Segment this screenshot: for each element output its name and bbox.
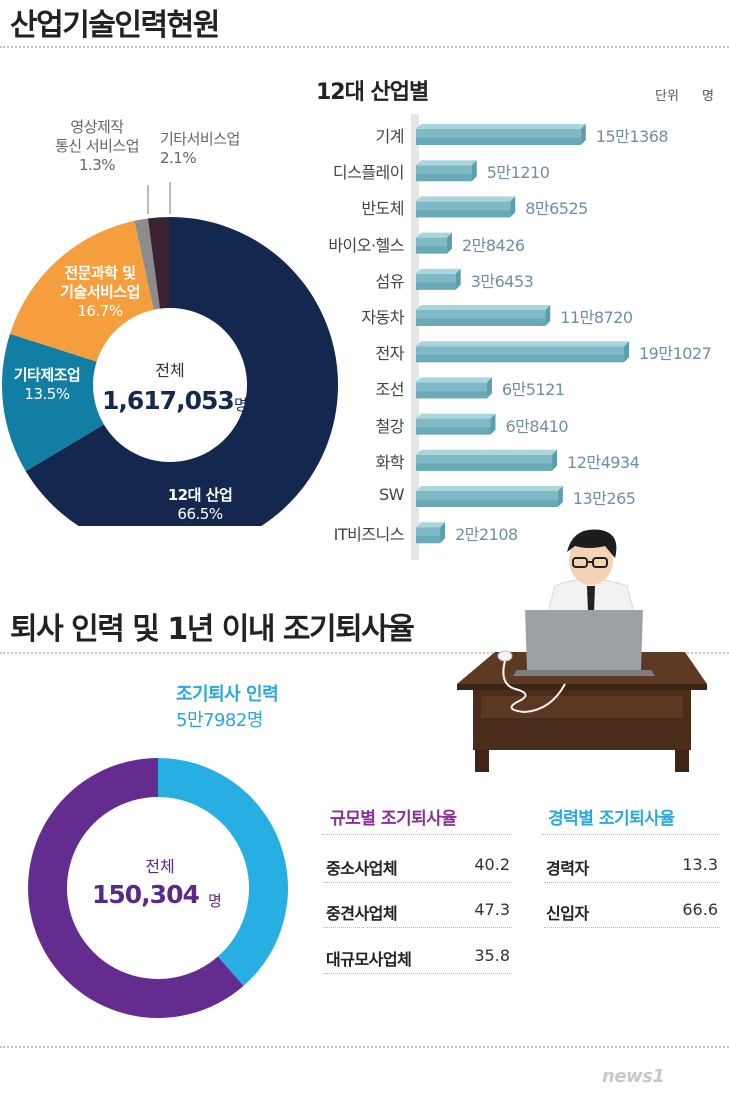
- bar-3: [416, 196, 516, 218]
- office-worker-illustration: [457, 529, 707, 772]
- pie-label-12-industries: 12대 산업 66.5%: [167, 486, 233, 523]
- bar-9: [416, 413, 496, 435]
- bar-value-label: 12만4934: [567, 452, 640, 472]
- divider: [0, 1046, 729, 1048]
- industry-donut-slice-1: [25, 217, 338, 526]
- industry-share-donut-chart: [1, 217, 338, 526]
- industry-donut-slice-2: [1, 333, 104, 472]
- early-quit-donut-slice-1: [158, 758, 289, 986]
- donut-center-total: 1,617,053: [102, 386, 235, 415]
- bar-value-label: 6만8410: [505, 416, 569, 436]
- size-table-top-rule: [322, 834, 512, 835]
- page-title: 산업기술인력현원: [10, 8, 220, 43]
- bar-value-label: 13만265: [572, 489, 636, 508]
- donut2-center-total: 150,304: [92, 880, 200, 909]
- pie-label-media-telecom: 영상제작 통신 서비스업 1.3%: [54, 118, 140, 174]
- donut-center-caption: 전체: [155, 361, 185, 380]
- bar-value-label: 5만1210: [486, 163, 550, 183]
- career-table-heading: 경력별 조기퇴사율: [548, 809, 675, 829]
- bar-7: [416, 341, 629, 363]
- bar-category-label: 바이오·헬스: [328, 235, 404, 255]
- bar-category-label: 반도체: [361, 199, 404, 219]
- bar-category-label: 조선: [375, 380, 405, 400]
- unit-label: 단위: [655, 89, 679, 104]
- bar-category-label: 기계: [375, 127, 405, 146]
- industry-donut-slice-5: [147, 217, 170, 309]
- table-row: 경력자 13.3: [544, 847, 720, 883]
- industry-donut-slice-4: [134, 218, 160, 310]
- industry-bar-chart: 기계 15만1368 디스플레이 5만1210 반도체 8만6525 바이오·헬스 2만842…: [328, 114, 712, 560]
- bar-value-label: 2만8426: [461, 235, 525, 255]
- bar-value-label: 2만2108: [455, 525, 518, 545]
- unit-value: 명: [702, 89, 714, 104]
- bar-category-label: 철강: [375, 416, 405, 436]
- donut2-center-caption: 전체: [145, 857, 175, 876]
- table-row: 중소사업체 40.2: [324, 847, 512, 883]
- pie-label-other-manufacturing: 기타제조업 13.5%: [13, 366, 81, 403]
- divider: [0, 652, 729, 654]
- section2-title: 퇴사 인력 및 1년 이내 조기퇴사율: [10, 612, 415, 647]
- pie-label-leader-lines: [147, 182, 171, 214]
- donut-center-unit: 명: [234, 396, 248, 414]
- bar-5: [416, 268, 461, 290]
- bar-12: [416, 522, 446, 544]
- bar-category-label: IT비즈니스: [333, 525, 405, 545]
- bar-axis: [411, 114, 419, 560]
- early-quit-donut-slice-2: [28, 758, 244, 1018]
- bar-10: [416, 449, 558, 471]
- bar-value-label: 8만6525: [525, 199, 588, 219]
- bar-value-label: 15만1368: [595, 127, 669, 146]
- bar-2: [416, 160, 477, 182]
- industry-donut-slice-3: [9, 220, 154, 362]
- bar-category-label: 전자: [375, 344, 405, 364]
- bar-8: [416, 377, 492, 399]
- pie-label-other-services: 기타서비스업 2.1%: [160, 130, 240, 167]
- bar-category-label: SW: [379, 485, 404, 504]
- bar-category-label: 디스플레이: [332, 163, 405, 183]
- bar-4: [416, 232, 452, 254]
- bar-value-label: 11만8720: [560, 308, 633, 327]
- divider: [0, 46, 729, 48]
- bar-1: [416, 124, 586, 145]
- bar-category-label: 자동차: [361, 308, 404, 327]
- table-row: 중견사업체 47.3: [324, 892, 512, 928]
- bar-value-label: 6만5121: [501, 380, 565, 400]
- donut2-center-unit: 명: [208, 892, 222, 910]
- news1-logo: news1: [602, 1066, 665, 1087]
- bar-6: [416, 305, 551, 326]
- bar-11: [416, 486, 563, 507]
- bar-value-label: 19만1027: [639, 344, 712, 364]
- pie-label-professional-services: 전문과학 및 기술서비스업 16.7%: [60, 264, 140, 320]
- career-table-top-rule: [542, 834, 720, 835]
- bar-chart-title: 12대 산업별: [316, 80, 429, 105]
- early-quit-label: 조기퇴사 인력: [176, 684, 279, 705]
- bar-category-label: 섬유: [375, 271, 405, 291]
- table-row: 대규모사업체 35.8: [324, 938, 512, 974]
- early-quit-donut-chart: [28, 758, 289, 1018]
- size-table-heading: 규모별 조기퇴사율: [330, 809, 457, 829]
- bar-category-label: 화학: [375, 452, 405, 472]
- bar-value-label: 3만6453: [470, 271, 534, 291]
- early-quit-value: 5만7982명: [176, 710, 263, 731]
- table-row: 신입자 66.6: [544, 892, 720, 928]
